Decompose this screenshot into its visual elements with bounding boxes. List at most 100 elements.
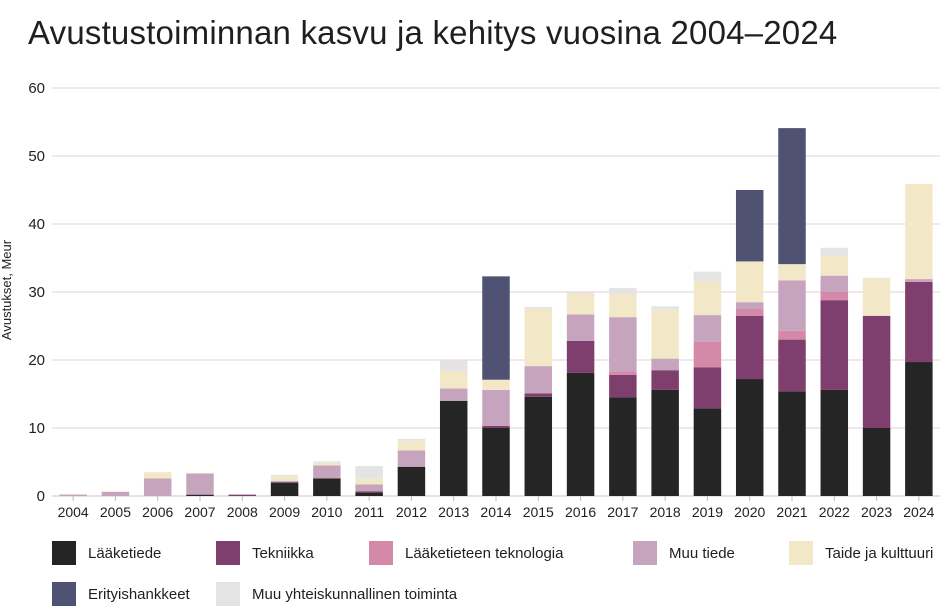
bar-segment xyxy=(439,360,468,371)
bar-segment xyxy=(693,341,722,368)
bar-segment xyxy=(778,330,806,340)
bar-segment xyxy=(355,491,383,493)
legend-label: Lääketiede xyxy=(88,544,162,562)
bar-segment xyxy=(228,494,257,496)
bar-segment xyxy=(439,400,468,496)
bar-segment xyxy=(820,292,849,301)
legend-swatch xyxy=(789,541,813,565)
legend-item: Tekniikka xyxy=(216,540,314,566)
x-tick-label: 2008 xyxy=(227,504,258,520)
bar-segment xyxy=(820,300,849,390)
bar-segment xyxy=(270,476,299,482)
legend-item: Lääketieteen teknologia xyxy=(369,540,563,566)
legend-swatch xyxy=(216,541,240,565)
bar-segment xyxy=(905,362,933,496)
x-tick-label: 2012 xyxy=(396,504,427,520)
y-tick-label: 10 xyxy=(28,420,45,437)
bar-segment xyxy=(397,438,426,441)
bar-segment xyxy=(482,425,510,428)
bar-segment xyxy=(355,484,383,492)
x-tick-label: 2020 xyxy=(734,504,765,520)
bar-segment xyxy=(313,462,341,466)
legend-swatch xyxy=(369,541,393,565)
x-tick-label: 2017 xyxy=(607,504,638,520)
bar-segment xyxy=(862,277,891,279)
bar-segment xyxy=(693,367,722,409)
bar-segment xyxy=(355,492,383,496)
bar-segment xyxy=(313,461,341,463)
bar-segment xyxy=(59,494,87,496)
x-tick-label: 2005 xyxy=(100,504,131,520)
bar-segment xyxy=(651,358,679,371)
bar-segment xyxy=(270,482,299,496)
bar-segment xyxy=(439,388,468,401)
bar-segment xyxy=(566,293,595,315)
bar-segment xyxy=(143,478,172,496)
bar-segment xyxy=(397,466,426,496)
bar-segment xyxy=(778,264,806,281)
y-tick-label: 0 xyxy=(37,488,45,505)
bar-segment xyxy=(609,287,637,295)
bar-segment xyxy=(778,128,806,265)
x-axis-ticks: 2004 2005 2006 2007 2008 2009 2010 2011 2012 2013… xyxy=(58,496,935,520)
bar-segment xyxy=(270,481,299,483)
y-tick-label: 40 xyxy=(28,216,45,233)
x-tick-label: 2006 xyxy=(142,504,173,520)
legend-swatch xyxy=(52,541,76,565)
bar-segment xyxy=(524,308,553,367)
y-axis-label: Avustukset, Meur xyxy=(0,239,14,340)
bar-segment xyxy=(735,379,764,496)
bar-segment xyxy=(609,397,637,496)
bar-segment xyxy=(778,391,806,496)
x-tick-label: 2021 xyxy=(776,504,807,520)
legend-label: Muu tiede xyxy=(669,544,735,562)
bar-segment xyxy=(905,281,933,363)
legend: Lääketiede Tekniikka Lääketieteen teknolog… xyxy=(0,530,945,607)
bar-segment xyxy=(693,281,722,316)
bar-segment xyxy=(524,306,553,309)
legend-label: Lääketieteen teknologia xyxy=(405,544,564,562)
bar-segment xyxy=(566,372,595,496)
bar-segment xyxy=(566,314,595,341)
bar-segment xyxy=(778,339,806,392)
bar-segment xyxy=(905,279,933,282)
bar-segment xyxy=(524,396,553,496)
y-axis-ticks: 0 10 20 30 40 50 60 xyxy=(28,80,45,505)
x-tick-label: 2019 xyxy=(692,504,723,520)
bar-segment xyxy=(397,450,426,467)
bar-segment xyxy=(693,271,722,282)
bar-segment xyxy=(355,478,383,485)
legend-label: Erityishankkeet xyxy=(88,585,190,603)
bar-segment xyxy=(735,315,764,380)
bar-segment xyxy=(313,478,341,496)
bar-segment xyxy=(186,473,214,495)
x-tick-label: 2024 xyxy=(903,504,934,520)
bar-segment xyxy=(651,370,679,390)
bar-segment xyxy=(609,294,637,318)
x-tick-label: 2014 xyxy=(480,504,511,520)
bar-segment xyxy=(735,302,764,309)
legend-item: Muu yhteiskunnallinen toiminta xyxy=(216,581,457,607)
bar-segment xyxy=(778,280,806,331)
bar-segment xyxy=(820,247,849,256)
bar-segment xyxy=(862,315,891,428)
bar-segment xyxy=(820,255,849,276)
bar-segment xyxy=(735,190,764,262)
x-tick-label: 2016 xyxy=(565,504,596,520)
x-tick-label: 2013 xyxy=(438,504,469,520)
bar-segment xyxy=(735,261,764,303)
bar-segment xyxy=(397,440,426,451)
x-tick-label: 2004 xyxy=(58,504,89,520)
legend-swatch xyxy=(52,582,76,606)
bar-segment xyxy=(355,466,383,479)
bar-segment xyxy=(905,183,933,280)
bar-segment xyxy=(609,371,637,375)
bar-segment xyxy=(59,493,87,495)
chart-title: Avustustoiminnan kasvu ja kehitys vuosin… xyxy=(28,14,838,51)
legend-item: Taide ja kulttuuri xyxy=(789,540,933,566)
y-tick-label: 20 xyxy=(28,352,45,369)
bar-segment xyxy=(862,428,891,496)
legend-label: Muu yhteiskunnallinen toiminta xyxy=(252,585,458,603)
legend-item: Erityishankkeet xyxy=(52,581,190,607)
